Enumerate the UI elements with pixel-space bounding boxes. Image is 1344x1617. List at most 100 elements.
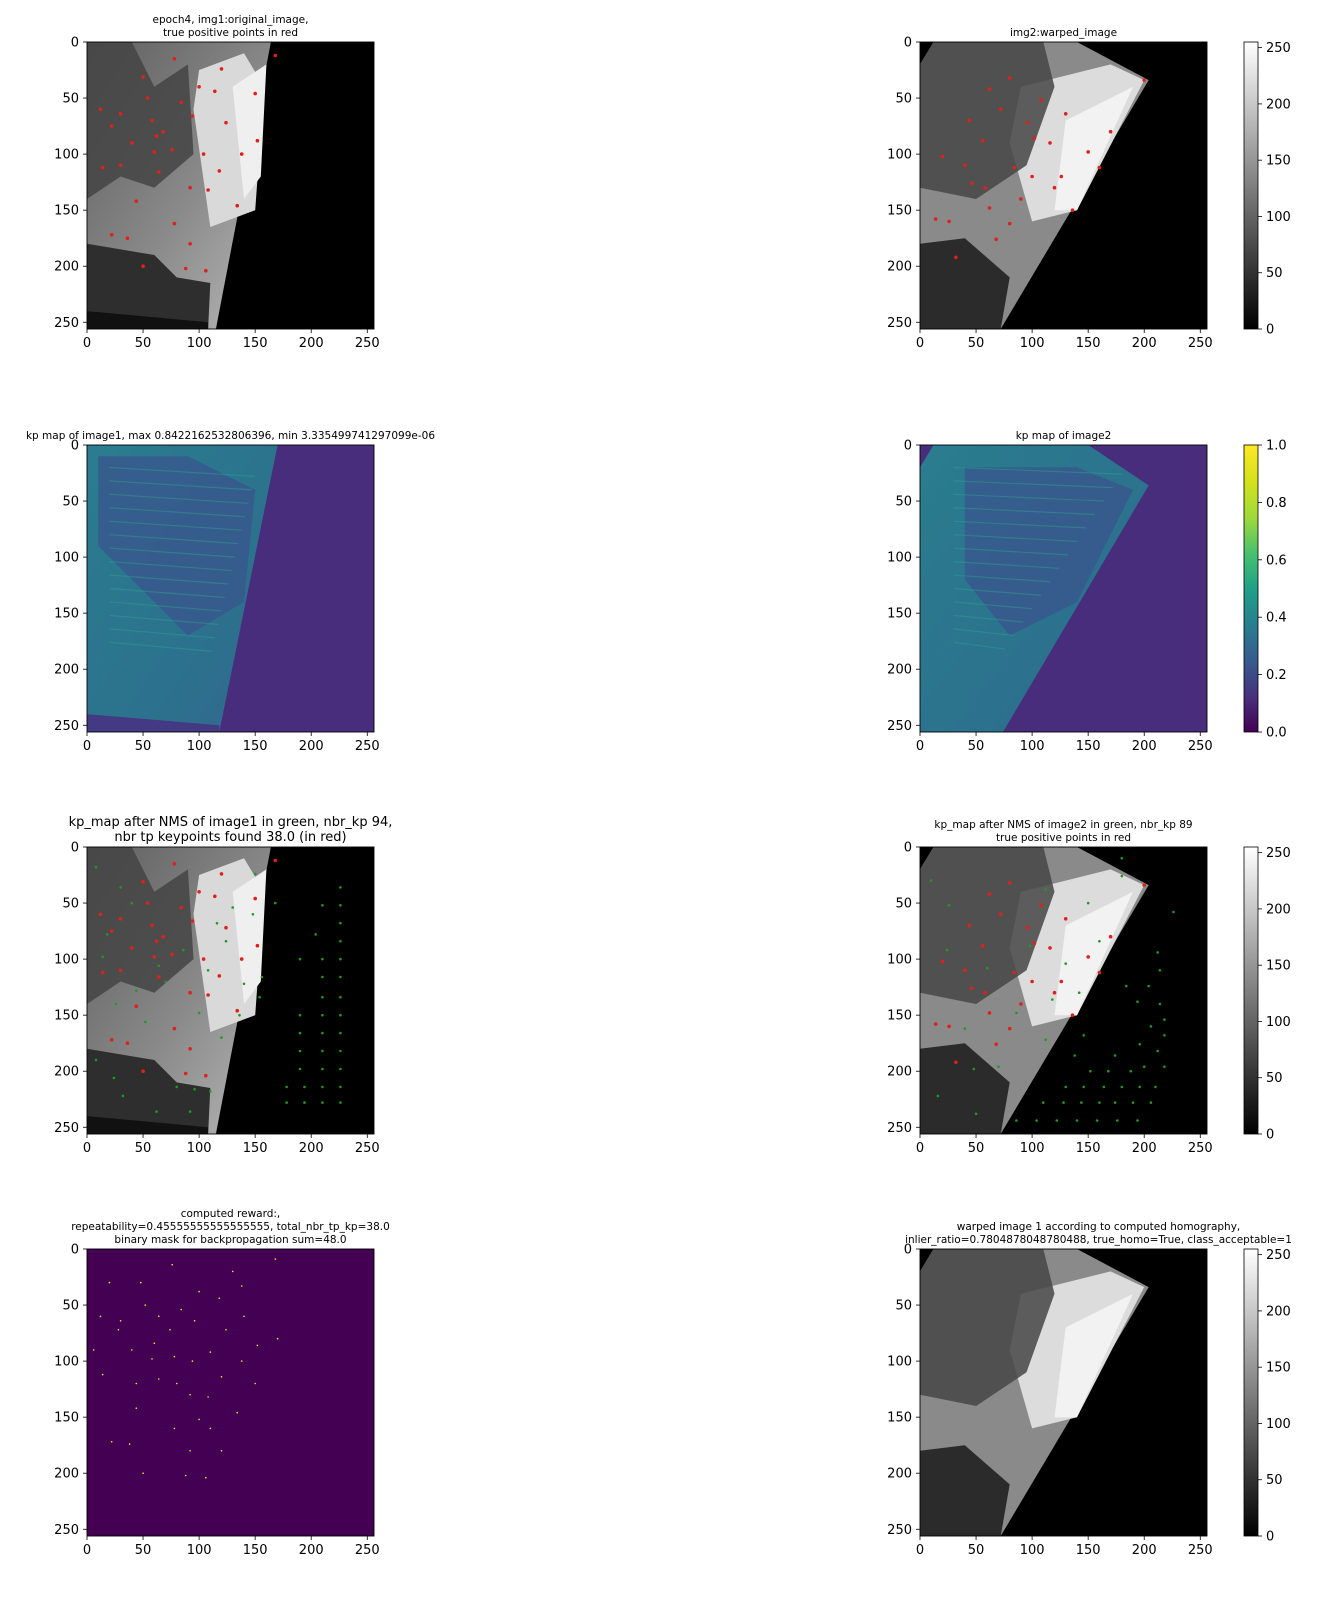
true-positive-point: [1142, 78, 1146, 82]
true-positive-point: [987, 892, 992, 896]
nms-keypoint: [197, 1011, 201, 1015]
colorbar-tick-label: 100: [1266, 1015, 1291, 1030]
image-streak: [953, 641, 1006, 650]
image-shadow: [920, 1445, 1010, 1536]
colorbar-tick-label: 0: [1266, 1128, 1274, 1143]
x-tick-label: 100: [1020, 1543, 1045, 1558]
true-positive-point: [204, 1073, 208, 1078]
image-streak: [953, 480, 1113, 489]
chart-title: epoch4, img1:original_image,: [153, 14, 309, 26]
true-positive-point: [170, 952, 174, 957]
image-streak: [953, 628, 1015, 637]
true-positive-point: [1108, 934, 1113, 939]
image-trees: [87, 847, 194, 1004]
true-positive-point: [1086, 150, 1090, 154]
nms-keypoint: [321, 904, 324, 907]
colorbar-tick-label: 50: [1266, 266, 1283, 281]
nms-keypoint: [1138, 1085, 1141, 1089]
nms-keypoint: [1149, 1101, 1153, 1104]
nms-keypoint: [1120, 874, 1124, 878]
mask-point: [92, 1349, 95, 1351]
nms-keypoint: [1113, 1101, 1117, 1104]
true-positive-point: [98, 107, 103, 112]
chart-title: img2:warped_image: [1010, 27, 1117, 39]
colorbar-tick-label: 1.0: [1266, 439, 1287, 454]
axes-frame: [86, 41, 375, 330]
colorbar-tick-label: 50: [1266, 1473, 1283, 1488]
x-tick-label: 150: [243, 1543, 268, 1558]
colorbar: [1243, 41, 1259, 330]
y-tick-label: 200: [54, 1467, 79, 1482]
true-positive-point: [981, 943, 985, 948]
mask-point: [110, 1441, 113, 1443]
y-tick-label: 100: [54, 1355, 79, 1370]
mask-point: [184, 1474, 187, 1477]
true-positive-point: [1142, 883, 1146, 887]
y-tick-label: 150: [54, 1411, 79, 1426]
nms-keypoint: [1051, 998, 1054, 1001]
nms-keypoint: [997, 1065, 1000, 1068]
true-positive-point: [154, 134, 159, 138]
nms-keypoint: [1064, 962, 1067, 965]
mask-point: [101, 1373, 104, 1376]
colorbar: [1243, 846, 1259, 1135]
nms-keypoint: [298, 957, 302, 961]
y-tick-label: 250: [887, 1121, 912, 1136]
nms-keypoint: [1086, 901, 1090, 905]
y-tick-label: 100: [54, 551, 79, 566]
nms-keypoint: [321, 1013, 324, 1017]
image-streak: [953, 547, 1069, 556]
true-positive-point: [217, 169, 222, 173]
nms-keypoint: [1089, 1069, 1092, 1073]
x-tick-label: 100: [187, 1543, 212, 1558]
nms-keypoint: [1156, 951, 1159, 954]
nms-keypoint: [1062, 1101, 1065, 1104]
true-positive-point: [255, 943, 260, 948]
x-tick-label: 150: [1076, 336, 1101, 351]
nms-keypoint: [1172, 910, 1175, 914]
image-streak: [109, 601, 222, 612]
true-positive-point: [109, 929, 114, 933]
nms-keypoint: [298, 1031, 302, 1035]
colorbar: [1243, 444, 1259, 733]
mask-point: [144, 1304, 147, 1306]
x-tick-label: 200: [299, 1141, 324, 1156]
colorbar-tick-label: 0.6: [1266, 553, 1287, 568]
panel-homography-warp: 0 50 100 150 200 250 0 50 100 150 200 250 warped ima…: [887, 1221, 1292, 1558]
x-tick-label: 200: [1132, 739, 1157, 754]
chart-title: kp map of image2: [1016, 430, 1112, 442]
nms-keypoint: [947, 904, 951, 907]
nms-keypoint: [1158, 969, 1162, 972]
x-tick-label: 100: [187, 739, 212, 754]
colorbar-tick-label: 100: [1266, 1417, 1291, 1432]
true-positive-point: [134, 1004, 139, 1008]
mask-point: [236, 1411, 238, 1414]
y-tick-label: 250: [54, 1121, 79, 1136]
nms-keypoint: [220, 1036, 223, 1039]
nms-keypoint: [1154, 1085, 1157, 1089]
true-positive-point: [172, 1026, 177, 1031]
x-tick-label: 0: [83, 1543, 91, 1558]
mask-point: [240, 1360, 243, 1362]
nms-keypoint: [339, 1067, 342, 1071]
nms-keypoint: [339, 1101, 342, 1104]
true-positive-point: [940, 154, 945, 159]
true-positive-point: [100, 165, 105, 170]
nms-keypoint: [339, 939, 342, 943]
x-tick-label: 0: [916, 1141, 924, 1156]
y-tick-label: 50: [895, 495, 912, 510]
x-tick-label: 0: [83, 336, 91, 351]
nms-keypoint: [274, 901, 277, 905]
mask-point: [274, 1258, 277, 1260]
image-house-wall: [232, 869, 267, 1004]
nms-keypoint: [1035, 1119, 1038, 1122]
image-dark-region: [98, 456, 256, 636]
true-positive-point: [206, 993, 210, 997]
axes-frame: [919, 846, 1208, 1135]
true-positive-point: [998, 107, 1003, 112]
nms-keypoint: [209, 1090, 212, 1093]
nms-keypoint: [314, 933, 318, 936]
true-positive-point: [213, 89, 217, 94]
nms-keypoint: [1138, 1043, 1141, 1046]
axes-frame: [86, 846, 375, 1135]
